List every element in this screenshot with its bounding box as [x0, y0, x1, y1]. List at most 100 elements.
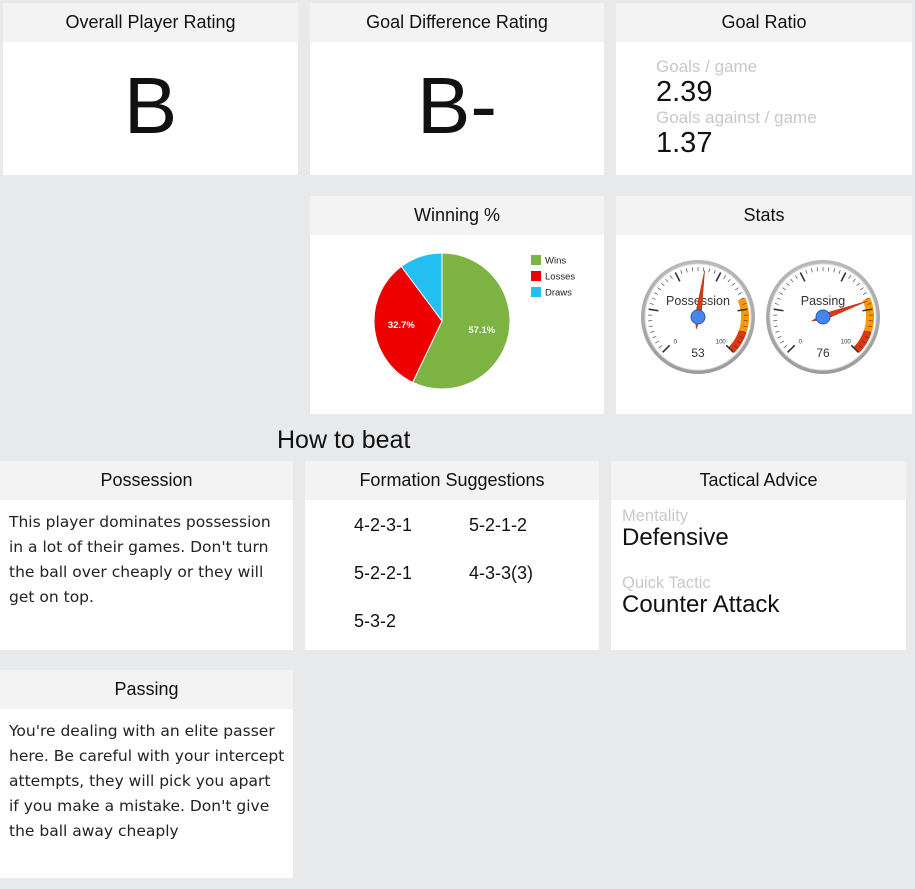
gauge-max-label: 100 [716, 340, 727, 346]
gauge-tick [715, 272, 722, 282]
gauge-tick [662, 344, 671, 353]
pie-value-label: 57.1% [468, 325, 495, 336]
gauge-tick [860, 287, 864, 291]
gauge-tick [864, 335, 869, 339]
goals-per-game-value: 2.39 [656, 76, 713, 108]
gauge-tick [743, 325, 748, 328]
passing-card: Passing You're dealing with an elite pas… [0, 670, 293, 878]
gauge-tick [862, 292, 867, 295]
overall-rating-title: Overall Player Rating [3, 3, 298, 42]
gauge-tick [858, 345, 863, 349]
gauge-tick [669, 275, 673, 279]
formations-title: Formation Suggestions [305, 461, 599, 500]
gauge-band-red [853, 330, 872, 354]
gauge-tick [862, 308, 873, 312]
gauge-tick [780, 340, 784, 344]
gauge-tick [840, 272, 847, 282]
possession-card: Possession This player dominates possess… [0, 461, 293, 650]
gauge-tick [865, 297, 870, 300]
gauge-tick [783, 345, 788, 349]
formations-card: Formation Suggestions 4-2-3-1 5-2-1-2 5-… [305, 461, 599, 650]
gauge-tick [650, 330, 655, 333]
gauge-tick [737, 340, 741, 344]
gauge-tick [794, 275, 798, 279]
gauge-band-orange [862, 297, 874, 333]
gauge-tick [773, 325, 778, 328]
gauge-tick [658, 345, 663, 349]
gauge-tick [852, 278, 856, 283]
overall-rating-grade: B [123, 61, 178, 150]
gauge-tick [776, 297, 781, 300]
tactical-card: Tactical Advice Mentality Defensive Quic… [611, 461, 906, 650]
gauge-tick [811, 268, 813, 273]
gauge-tick [790, 278, 794, 283]
gauge-tick [786, 282, 790, 286]
gauge-tick [777, 335, 782, 339]
formation-item: 5-2-2-1 [354, 563, 413, 583]
gauge-tick [737, 308, 748, 312]
pie-slice-draws [400, 252, 443, 323]
goal-diff-title: Goal Difference Rating [310, 3, 604, 42]
winning-title: Winning % [310, 196, 604, 235]
gauge-tick [739, 335, 744, 339]
gauge-tick [733, 345, 738, 349]
gauge-tick [648, 325, 653, 328]
goal-diff-card: Goal Difference Rating B- [310, 3, 604, 175]
gauge-tick [782, 287, 786, 291]
gauge-tick [856, 282, 860, 286]
gauge-tick [867, 303, 872, 305]
gauge-tick [727, 278, 731, 283]
legend-item: Draws [545, 288, 572, 299]
gauge-value: 53 [691, 346, 705, 360]
legend-item: Losses [545, 272, 575, 283]
possession-text: This player dominates possession in a lo… [9, 513, 271, 606]
gauge-tick [674, 272, 681, 282]
formation-item: 4-2-3-1 [354, 515, 413, 535]
gauge-tick [773, 308, 784, 312]
pie-slice-losses [373, 265, 443, 384]
formation-item: 4-3-3(3) [469, 563, 534, 583]
gauge-tick [799, 272, 806, 282]
gauge-tick [742, 303, 747, 305]
winning-pie-chart: 57.1% 32.7% Wins Losses Draws [373, 252, 575, 390]
gauge-tick [731, 282, 735, 286]
gauge-tick [833, 268, 835, 273]
gauge-tick [649, 303, 654, 305]
gauge-tick [787, 344, 796, 353]
goal-diff-grade: B- [417, 61, 497, 150]
goal-ratio-card: Goal Ratio Goals / game 2.39 Goals again… [616, 3, 912, 175]
gauge-tick [725, 344, 734, 353]
formation-item: 5-3-2 [354, 611, 397, 631]
formation-item: 5-2-1-2 [469, 515, 528, 535]
goals-per-game-label: Goals / game [656, 57, 758, 76]
pie-value-label: 32.7% [388, 320, 415, 331]
overall-rating-card: Overall Player Rating B [3, 3, 298, 175]
goal-ratio-title: Goal Ratio [616, 3, 912, 42]
how-to-beat-heading: How to beat [277, 426, 411, 454]
gauge-tick [655, 340, 659, 344]
gauge-value: 76 [816, 346, 830, 360]
gauge-max-label: 100 [841, 340, 852, 346]
stats-title: Stats [616, 196, 912, 235]
gauge-tick [740, 297, 745, 300]
gauge-tick [657, 287, 661, 291]
mentality-label: Mentality [622, 507, 689, 525]
gauge-tick [838, 269, 841, 274]
stats-card: Stats 0 100 Possession 53 0 100 Passing 76 [616, 196, 912, 414]
gauge-hub [690, 309, 706, 325]
gauge-tick [862, 340, 866, 344]
gauge-tick [805, 269, 808, 274]
legend-swatch [531, 255, 541, 265]
gauge-tick [648, 308, 659, 312]
gauge-tick [866, 330, 871, 333]
gauge-tick [868, 325, 873, 328]
quick-tactic-value: Counter Attack [622, 591, 780, 618]
mentality-value: Defensive [622, 524, 729, 551]
pie-slice-wins [411, 252, 511, 390]
gauge-tick [775, 330, 780, 333]
quick-tactic-label: Quick Tactic [622, 574, 711, 592]
goals-against-value: 1.37 [656, 127, 713, 159]
gauge-tick [779, 292, 784, 295]
gauge-tick [665, 278, 669, 283]
